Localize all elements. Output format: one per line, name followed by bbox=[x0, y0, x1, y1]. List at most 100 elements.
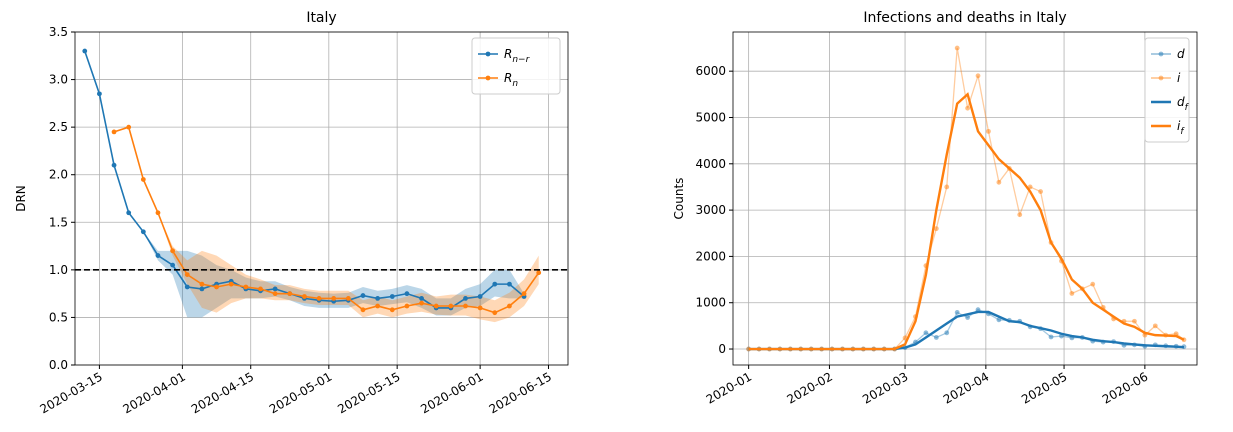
data-point bbox=[507, 281, 512, 287]
data-point bbox=[375, 296, 381, 301]
data-point bbox=[419, 300, 424, 306]
data-point bbox=[521, 291, 527, 297]
confidence-band bbox=[114, 127, 539, 323]
data-point bbox=[170, 262, 176, 268]
legend-label: df bbox=[1177, 95, 1190, 113]
y-tick-label: 0.5 bbox=[49, 310, 68, 324]
legend-label: Rn bbox=[504, 71, 518, 89]
legend-marker bbox=[1158, 51, 1164, 57]
x-tick-label: 2020-04-01 bbox=[120, 369, 187, 416]
data-point bbox=[944, 330, 950, 336]
y-tick-label: 3.0 bbox=[49, 73, 68, 87]
legend-name: i bbox=[1177, 71, 1181, 85]
data-point bbox=[199, 281, 205, 287]
data-point bbox=[492, 310, 498, 316]
data-point bbox=[214, 284, 219, 290]
data-point bbox=[463, 303, 468, 309]
data-point bbox=[331, 296, 337, 301]
y-tick-label: 5000 bbox=[695, 110, 726, 124]
x-tick-label: 2020-04-15 bbox=[189, 369, 256, 416]
data-point bbox=[477, 294, 483, 299]
plot-area bbox=[746, 45, 1187, 352]
data-point bbox=[389, 307, 395, 313]
data-point bbox=[933, 226, 939, 232]
data-point bbox=[433, 303, 439, 309]
legend-box bbox=[471, 37, 561, 95]
data-point bbox=[111, 129, 117, 135]
data-point bbox=[954, 45, 960, 51]
y-tick-label: 0 bbox=[718, 342, 726, 356]
data-point bbox=[140, 229, 146, 235]
legend-subscript: f bbox=[1180, 127, 1185, 137]
legend-box bbox=[1144, 37, 1190, 143]
data-point bbox=[975, 73, 981, 79]
data-point bbox=[965, 315, 971, 320]
data-point bbox=[111, 162, 117, 168]
legend-marker bbox=[485, 75, 491, 81]
data-point bbox=[1090, 281, 1096, 287]
y-axis-label: DRN bbox=[14, 185, 28, 212]
series-line bbox=[748, 92, 1185, 351]
data-point bbox=[199, 286, 205, 292]
data-point bbox=[986, 128, 991, 134]
data-point bbox=[97, 91, 102, 97]
legend-subscript: n bbox=[512, 79, 518, 89]
data-point bbox=[316, 296, 322, 301]
data-point bbox=[1132, 318, 1137, 324]
x-tick-label: 2020-02 bbox=[785, 369, 835, 406]
x-tick-label: 2020-03-15 bbox=[38, 369, 105, 416]
axes-frame bbox=[732, 31, 1198, 366]
y-axis-label: Counts bbox=[672, 178, 686, 220]
data-point bbox=[155, 210, 161, 216]
data-point bbox=[996, 317, 1002, 323]
confidence-band bbox=[84, 51, 525, 318]
data-point bbox=[507, 303, 512, 309]
data-point bbox=[302, 294, 307, 299]
data-point bbox=[389, 294, 395, 299]
data-point bbox=[126, 124, 132, 130]
axes: Italy DRN 0.0 0.5 1.0 1.5 2.0 2.5 3.0 3.5 2020-03-… bbox=[14, 10, 569, 416]
x-tick-label: 2020-06-15 bbox=[487, 369, 554, 416]
chart-title: Italy bbox=[306, 10, 336, 26]
y-tick-label: 3000 bbox=[695, 203, 726, 217]
data-point bbox=[1048, 334, 1054, 340]
data-point bbox=[184, 272, 190, 278]
legend-name: R bbox=[504, 71, 512, 85]
data-point bbox=[345, 296, 351, 301]
y-tick-label: 0.0 bbox=[49, 358, 68, 372]
data-point bbox=[1069, 291, 1075, 296]
data-point bbox=[965, 105, 971, 111]
data-point bbox=[170, 248, 176, 254]
data-point bbox=[287, 291, 293, 297]
data-point bbox=[155, 253, 161, 258]
legend-name: R bbox=[504, 47, 512, 61]
y-tick-label: 6000 bbox=[695, 64, 726, 78]
data-point bbox=[272, 291, 278, 297]
data-point bbox=[477, 305, 483, 311]
data-point bbox=[1017, 212, 1023, 218]
y-tick-label: 1.0 bbox=[49, 263, 68, 277]
data-point bbox=[923, 330, 929, 336]
chart-title: Infections and deaths in Italy bbox=[863, 10, 1066, 26]
data-point bbox=[1038, 189, 1043, 194]
x-tick-label: 2020-03 bbox=[860, 369, 910, 406]
x-tick-label: 2020-05 bbox=[1019, 369, 1069, 406]
data-point bbox=[243, 284, 249, 290]
data-point bbox=[375, 303, 381, 309]
data-point bbox=[360, 293, 366, 298]
data-point bbox=[536, 270, 542, 276]
x-tick-label: 2020-06-01 bbox=[418, 369, 485, 416]
legend-label: i bbox=[1177, 71, 1181, 85]
legend-name: d bbox=[1177, 95, 1185, 109]
data-point bbox=[448, 303, 454, 309]
data-point bbox=[996, 179, 1002, 185]
legend-name: i bbox=[1177, 119, 1181, 133]
legend-marker bbox=[1158, 75, 1164, 81]
axes-frame bbox=[74, 31, 569, 366]
legend-label: Rn−r bbox=[504, 47, 531, 65]
series-line bbox=[748, 47, 1185, 350]
data-point bbox=[228, 281, 234, 287]
data-point bbox=[184, 284, 190, 290]
data-point bbox=[419, 296, 424, 301]
